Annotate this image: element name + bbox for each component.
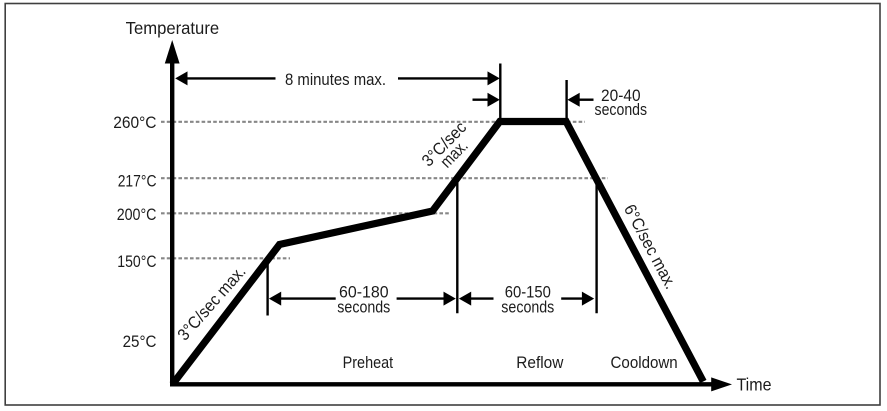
svg-text:Preheat: Preheat	[343, 353, 394, 372]
svg-text:seconds: seconds	[501, 297, 554, 316]
svg-text:260°C: 260°C	[113, 113, 156, 132]
svg-text:217°C: 217°C	[118, 171, 157, 190]
svg-text:Temperature: Temperature	[126, 18, 220, 38]
svg-text:Reflow: Reflow	[516, 353, 564, 372]
svg-text:150°C: 150°C	[117, 252, 156, 271]
svg-text:60-180: 60-180	[339, 282, 389, 301]
svg-text:20-40: 20-40	[601, 86, 641, 105]
svg-text:Time: Time	[737, 375, 772, 395]
svg-text:Cooldown: Cooldown	[611, 353, 678, 372]
svg-text:200°C: 200°C	[117, 205, 157, 224]
svg-text:8 minutes max.: 8 minutes max.	[285, 70, 386, 89]
svg-text:60-150: 60-150	[505, 282, 551, 301]
svg-text:seconds: seconds	[595, 100, 648, 119]
svg-text:25°C: 25°C	[123, 332, 157, 351]
svg-text:seconds: seconds	[337, 297, 390, 316]
